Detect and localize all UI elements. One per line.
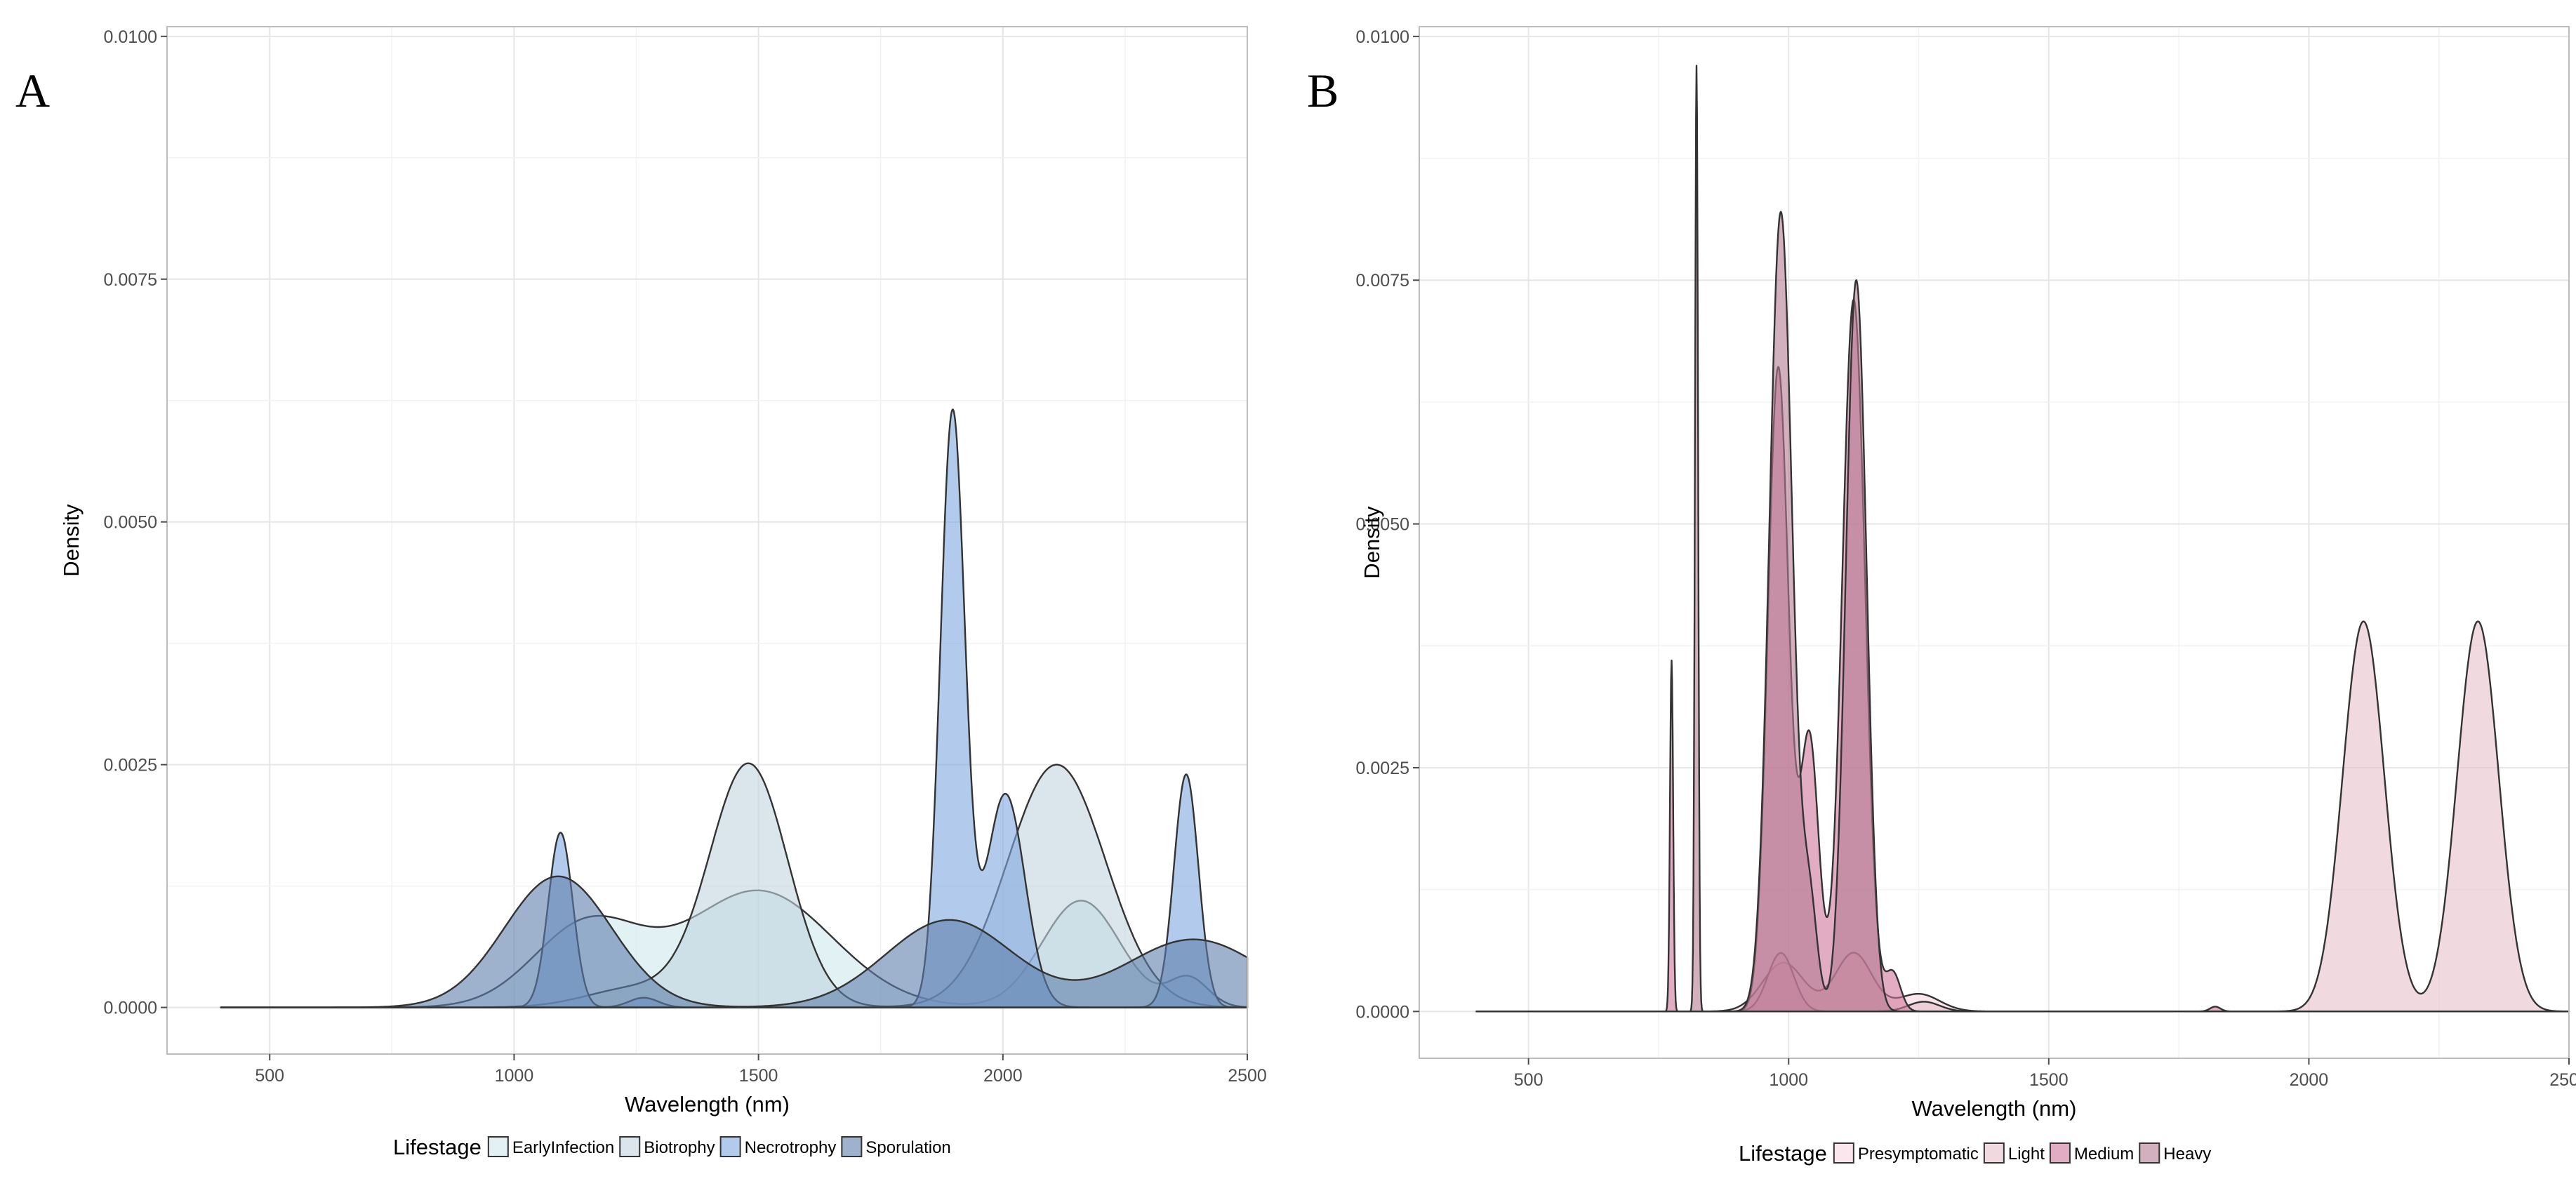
x-axis-title: Wavelength (nm) bbox=[625, 1092, 790, 1117]
y-tick-label: 0.0025 bbox=[104, 756, 157, 775]
y-tick-label: 0.0075 bbox=[1356, 271, 1409, 291]
y-tick-label: 0.0050 bbox=[1356, 515, 1409, 535]
legend-label-sporulation: Sporulation bbox=[865, 1138, 950, 1157]
y-tick-label: 0.0100 bbox=[1356, 27, 1409, 47]
legend-swatch-earlyinfection bbox=[487, 1136, 509, 1157]
x-tick-label: 1000 bbox=[495, 1066, 534, 1086]
x-tick-label: 1500 bbox=[2029, 1070, 2069, 1090]
y-tick-label: 0.0100 bbox=[104, 27, 157, 47]
y-tick-label: 0.0000 bbox=[104, 999, 157, 1018]
legend-title: Lifestage bbox=[393, 1135, 482, 1159]
y-axis-title: Density bbox=[1360, 506, 1384, 579]
density-area-heavy bbox=[1475, 65, 2570, 1013]
legend-swatch-presymptomatic bbox=[1833, 1142, 1854, 1164]
x-tick-label: 500 bbox=[1514, 1070, 1543, 1090]
x-tick-label: 2500 bbox=[1228, 1066, 1267, 1086]
density-areas bbox=[220, 408, 1249, 1008]
y-tick-label: 0.0050 bbox=[104, 513, 157, 533]
legend-label-presymptomatic: Presymptomatic bbox=[1858, 1145, 1979, 1164]
panel-border bbox=[1419, 26, 2570, 1059]
density-areas bbox=[1475, 65, 2570, 1013]
legend-swatch-necrotrophy bbox=[719, 1136, 741, 1157]
panel-letter: B bbox=[1307, 64, 1339, 117]
legend: Lifestage EarlyInfection Biotrophy Necrotro… bbox=[393, 1135, 951, 1159]
y-tick-label: 0.0025 bbox=[1356, 759, 1409, 778]
y-tick-label: 0.0075 bbox=[104, 270, 157, 290]
y-tick-label: 0.0000 bbox=[1356, 1002, 1409, 1022]
x-tick-label: 2000 bbox=[2290, 1070, 2329, 1090]
legend-swatch-medium bbox=[2049, 1142, 2071, 1164]
x-axis-title: Wavelength (nm) bbox=[1912, 1096, 2077, 1121]
x-tick-label: 500 bbox=[255, 1066, 284, 1086]
legend-swatch-heavy bbox=[2139, 1142, 2160, 1164]
legend-label-earlyinfection: EarlyInfection bbox=[512, 1138, 614, 1157]
panel-border bbox=[166, 26, 1248, 1055]
legend-label-medium: Medium bbox=[2074, 1145, 2134, 1164]
legend-label-heavy: Heavy bbox=[2163, 1145, 2211, 1164]
legend-label-necrotrophy: Necrotrophy bbox=[745, 1138, 837, 1157]
legend-label-light: Light bbox=[2008, 1145, 2045, 1164]
legend-title: Lifestage bbox=[1739, 1141, 1827, 1166]
y-axis-title: Density bbox=[59, 504, 84, 577]
x-tick-label: 1000 bbox=[1769, 1070, 1808, 1090]
x-tick-label: 2000 bbox=[983, 1066, 1023, 1086]
legend-swatch-light bbox=[1983, 1142, 2005, 1164]
panel-A: A 500 1000 1500 2000 2500 0.0000 0.0025 0.0050 0.… bbox=[15, 26, 1267, 1159]
x-tick-label: 1500 bbox=[739, 1066, 778, 1086]
legend-label-biotrophy: Biotrophy bbox=[644, 1138, 715, 1157]
panel-B: B 500 1000 1500 2000 2500 0.0000 0.0025 0.0050 0.… bbox=[1307, 26, 2576, 1166]
density-area-sporulation bbox=[220, 875, 1249, 1008]
panel-letter: A bbox=[15, 64, 50, 117]
legend: Lifestage Presymptomatic Light Medium Heavy bbox=[1739, 1141, 2211, 1166]
legend-swatch-biotrophy bbox=[619, 1136, 641, 1157]
legend-swatch-sporulation bbox=[841, 1136, 863, 1157]
x-tick-label: 2500 bbox=[2549, 1070, 2576, 1090]
